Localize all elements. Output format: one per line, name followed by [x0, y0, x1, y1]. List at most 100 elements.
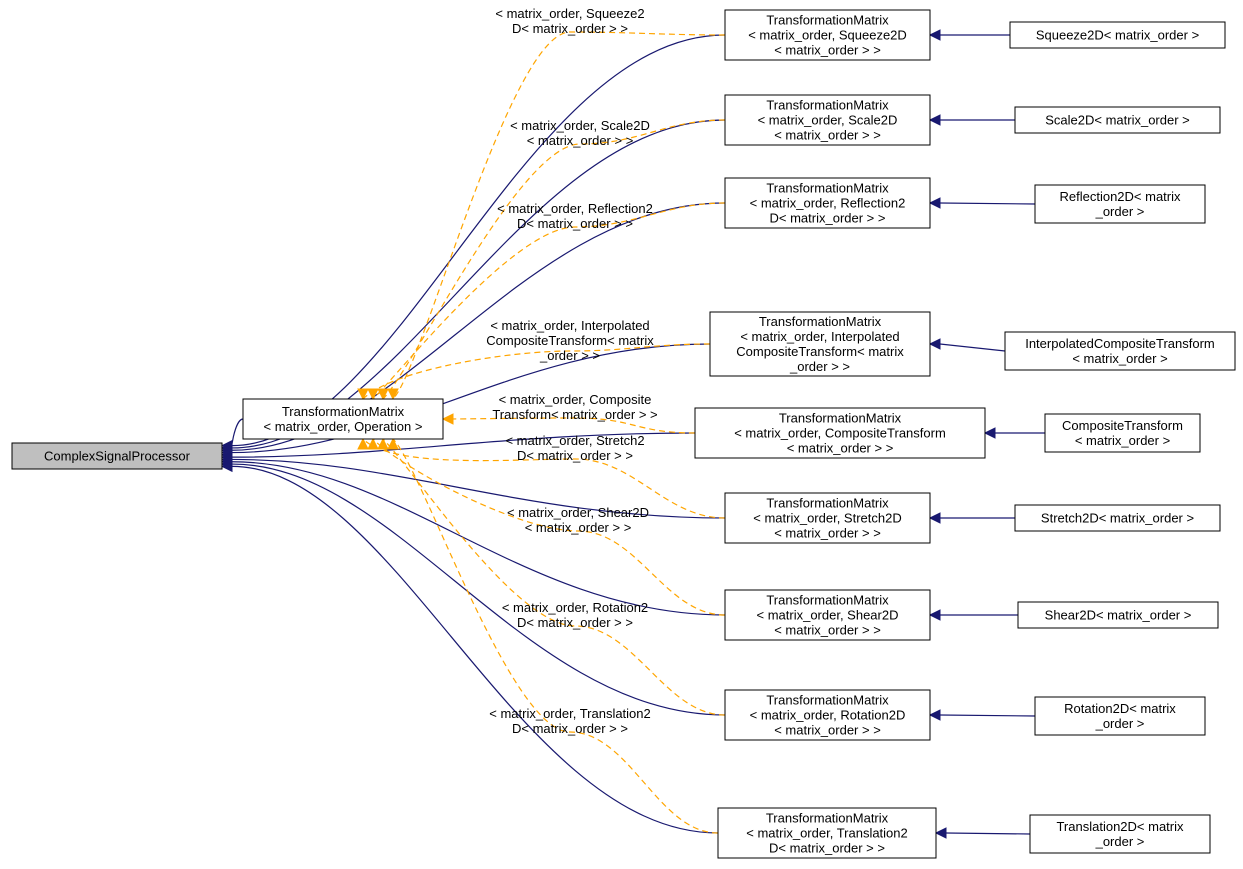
svg-text:< matrix_order, Composite: < matrix_order, Composite — [499, 392, 652, 407]
edge-label: < matrix_order, Shear2D< matrix_order > … — [507, 505, 649, 535]
node-label: TransformationMatrix — [766, 97, 889, 112]
node-label: Shear2D< matrix_order > — [1045, 607, 1192, 622]
node-label: _order > — [1095, 834, 1145, 849]
node-label: < matrix_order > > — [774, 127, 881, 142]
node-tm_ct[interactable]: TransformationMatrix< matrix_order, Comp… — [695, 408, 985, 458]
node-label: < matrix_order, Reflection2 — [750, 195, 906, 210]
svg-text:< matrix_order, Scale2D: < matrix_order, Scale2D — [510, 118, 650, 133]
node-label: < matrix_order, Rotation2D — [750, 707, 906, 722]
edge-label: < matrix_order, Reflection2D< matrix_ord… — [497, 201, 653, 231]
node-tm_op[interactable]: TransformationMatrix< matrix_order, Oper… — [243, 399, 443, 439]
node-label: < matrix_order > > — [774, 525, 881, 540]
svg-text:D< matrix_order > >: D< matrix_order > > — [517, 448, 633, 463]
node-tm_tr[interactable]: TransformationMatrix< matrix_order, Tran… — [718, 808, 936, 858]
node-label: Rotation2D< matrix — [1064, 701, 1176, 716]
node-label: < matrix_order, Squeeze2D — [748, 27, 907, 42]
node-root[interactable]: ComplexSignalProcessor — [12, 443, 222, 469]
svg-text:D< matrix_order > >: D< matrix_order > > — [517, 615, 633, 630]
node-label: < matrix_order > > — [787, 440, 894, 455]
node-label: _order > — [1095, 204, 1145, 219]
node-label: < matrix_order, Translation2 — [746, 825, 908, 840]
edge-label: < matrix_order, Translation2D< matrix_or… — [489, 706, 651, 736]
node-label: Translation2D< matrix — [1056, 819, 1184, 834]
node-tm_ic[interactable]: TransformationMatrix< matrix_order, Inte… — [710, 312, 930, 376]
node-label: < matrix_order, Interpolated — [740, 329, 899, 344]
node-label: TransformationMatrix — [282, 404, 405, 419]
svg-text:< matrix_order, Stretch2: < matrix_order, Stretch2 — [505, 433, 644, 448]
node-label: < matrix_order, Stretch2D — [753, 510, 901, 525]
node-tm_sc[interactable]: TransformationMatrix< matrix_order, Scal… — [725, 95, 930, 145]
node-label: TransformationMatrix — [766, 592, 889, 607]
node-label: TransformationMatrix — [766, 12, 889, 27]
node-label: < matrix_order > > — [774, 722, 881, 737]
edge-ro-tm_ro — [940, 715, 1035, 716]
svg-text:< matrix_order > >: < matrix_order > > — [525, 520, 632, 535]
svg-text:< matrix_order, Translation2: < matrix_order, Translation2 — [489, 706, 651, 721]
node-label: < matrix_order > — [1072, 351, 1167, 366]
node-label: TransformationMatrix — [766, 692, 889, 707]
node-label: TransformationMatrix — [759, 314, 882, 329]
node-sh[interactable]: Shear2D< matrix_order > — [1018, 602, 1218, 628]
edge-label: < matrix_order, Squeeze2D< matrix_order … — [495, 6, 644, 36]
svg-text:< matrix_order, Interpolated: < matrix_order, Interpolated — [490, 318, 649, 333]
svg-text:D< matrix_order > >: D< matrix_order > > — [512, 21, 628, 36]
node-tm_re[interactable]: TransformationMatrix< matrix_order, Refl… — [725, 178, 930, 228]
node-re[interactable]: Reflection2D< matrix_order > — [1035, 185, 1205, 223]
svg-text:< matrix_order, Rotation2: < matrix_order, Rotation2 — [502, 600, 648, 615]
node-tm_sh[interactable]: TransformationMatrix< matrix_order, Shea… — [725, 590, 930, 640]
node-label: < matrix_order, Shear2D — [757, 607, 899, 622]
node-label: Scale2D< matrix_order > — [1045, 112, 1190, 127]
node-label: < matrix_order > — [1075, 433, 1170, 448]
node-sc[interactable]: Scale2D< matrix_order > — [1015, 107, 1220, 133]
node-label: CompositeTransform< matrix — [736, 344, 904, 359]
node-ic[interactable]: InterpolatedCompositeTransform< matrix_o… — [1005, 332, 1235, 370]
node-label: < matrix_order > > — [774, 622, 881, 637]
node-label: Stretch2D< matrix_order > — [1041, 510, 1194, 525]
svg-text:< matrix_order, Squeeze2: < matrix_order, Squeeze2 — [495, 6, 644, 21]
node-label: D< matrix_order > > — [769, 840, 885, 855]
node-label: ComplexSignalProcessor — [44, 448, 191, 463]
node-label: < matrix_order > > — [774, 42, 881, 57]
node-label: Squeeze2D< matrix_order > — [1036, 27, 1199, 42]
node-ro[interactable]: Rotation2D< matrix_order > — [1035, 697, 1205, 735]
edge-label: < matrix_order, Rotation2D< matrix_order… — [502, 600, 648, 630]
edge-tr-tm_tr — [946, 833, 1030, 834]
edge-tm_sh-root — [232, 462, 725, 615]
node-sq[interactable]: Squeeze2D< matrix_order > — [1010, 22, 1225, 48]
node-label: < matrix_order, Scale2D — [758, 112, 898, 127]
edge-tm_tr-root — [232, 466, 718, 833]
svg-text:Transform< matrix_order > >: Transform< matrix_order > > — [492, 407, 657, 422]
inheritance-diagram: < matrix_order, Squeeze2D< matrix_order … — [0, 0, 1243, 869]
edge-tm_ro-root — [232, 464, 725, 715]
edge-label: < matrix_order, Stretch2D< matrix_order … — [505, 433, 644, 463]
svg-text:< matrix_order > >: < matrix_order > > — [527, 133, 634, 148]
svg-text:D< matrix_order > >: D< matrix_order > > — [517, 216, 633, 231]
node-st[interactable]: Stretch2D< matrix_order > — [1015, 505, 1220, 531]
node-label: D< matrix_order > > — [770, 210, 886, 225]
template-edge-tm_re — [373, 203, 725, 399]
node-label: < matrix_order, CompositeTransform — [734, 425, 946, 440]
template-edge-tm_ro — [383, 439, 725, 715]
node-tm_st[interactable]: TransformationMatrix< matrix_order, Stre… — [725, 493, 930, 543]
node-tm_ro[interactable]: TransformationMatrix< matrix_order, Rota… — [725, 690, 930, 740]
node-tm_sq[interactable]: TransformationMatrix< matrix_order, Sque… — [725, 10, 930, 60]
edge-label: < matrix_order, Scale2D< matrix_order > … — [510, 118, 650, 148]
node-ct[interactable]: CompositeTransform< matrix_order > — [1045, 414, 1200, 452]
node-label: TransformationMatrix — [766, 495, 889, 510]
node-label: _order > > — [789, 359, 850, 374]
node-label: _order > — [1095, 716, 1145, 731]
edge-label: < matrix_order, CompositeTransform< matr… — [492, 392, 657, 422]
node-label: Reflection2D< matrix — [1059, 189, 1181, 204]
svg-text:< matrix_order, Shear2D: < matrix_order, Shear2D — [507, 505, 649, 520]
node-tr[interactable]: Translation2D< matrix_order > — [1030, 815, 1210, 853]
svg-text:D< matrix_order > >: D< matrix_order > > — [512, 721, 628, 736]
template-edge-tm_tr — [393, 439, 718, 833]
node-label: < matrix_order, Operation > — [264, 419, 423, 434]
edge-ic-tm_ic — [940, 344, 1005, 351]
node-label: CompositeTransform — [1062, 418, 1183, 433]
node-label: InterpolatedCompositeTransform — [1025, 336, 1215, 351]
svg-text:< matrix_order, Reflection2: < matrix_order, Reflection2 — [497, 201, 653, 216]
node-label: TransformationMatrix — [766, 810, 889, 825]
edge-label: < matrix_order, InterpolatedCompositeTra… — [486, 318, 654, 363]
svg-text:CompositeTransform< matrix: CompositeTransform< matrix — [486, 333, 654, 348]
